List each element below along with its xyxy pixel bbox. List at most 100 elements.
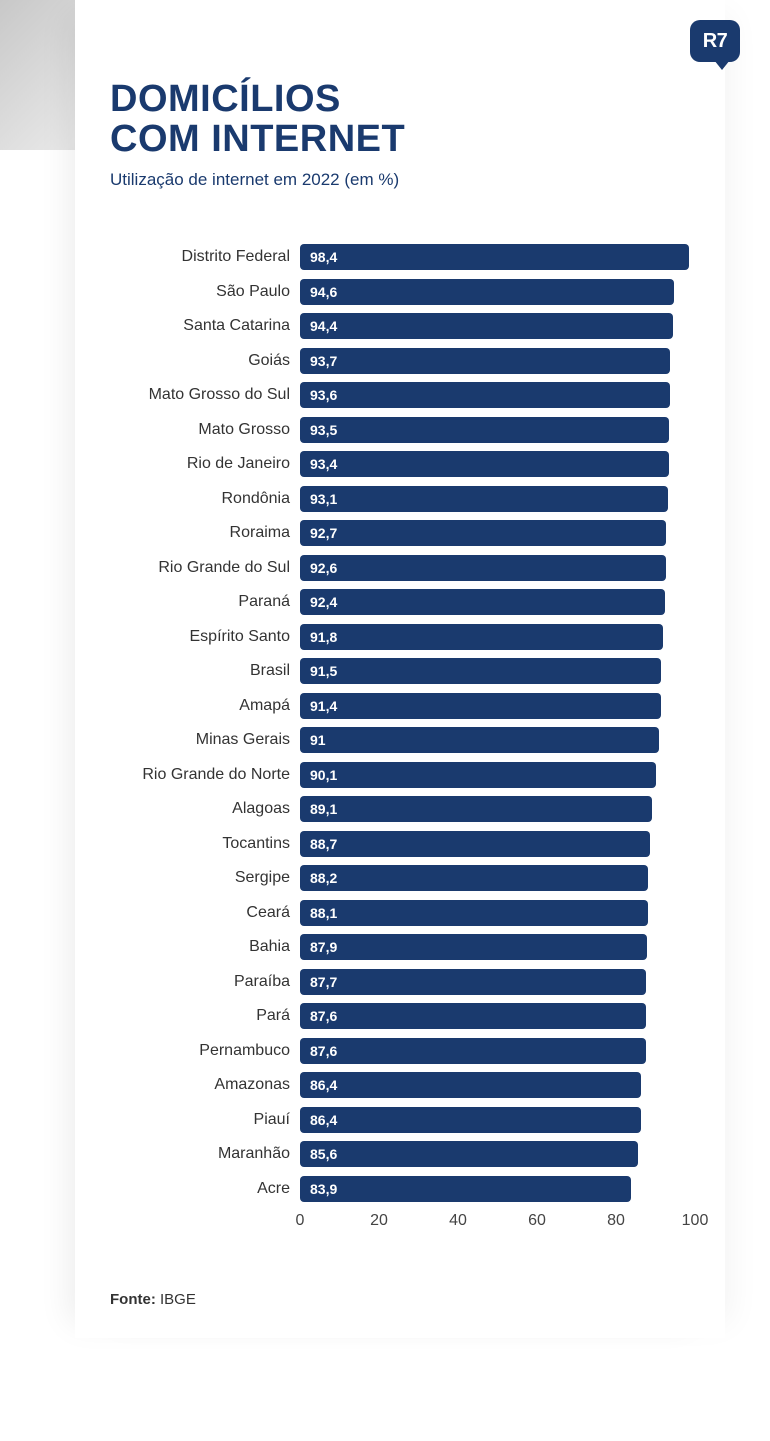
bar-area: 93,5 [300, 412, 695, 447]
row-label: Distrito Federal [95, 248, 300, 266]
chart-row: Rio de Janeiro 93,4 [95, 447, 695, 482]
bar: 86,4 [300, 1072, 641, 1098]
bar-area: 98,4 [300, 240, 695, 275]
bar-area: 87,9 [300, 930, 695, 965]
bar-area: 93,4 [300, 447, 695, 482]
chart-row: Sergipe 88,2 [95, 861, 695, 896]
chart-row: Rondônia 93,1 [95, 481, 695, 516]
bar-area: 87,6 [300, 999, 695, 1034]
chart-row: Amazonas86,4 [95, 1068, 695, 1103]
bar-value: 93,5 [310, 422, 337, 438]
bar: 98,4 [300, 244, 689, 270]
chart-row: Brasil 91,5 [95, 654, 695, 689]
x-tick: 100 [682, 1212, 709, 1230]
chart-row: Pernambuco 87,6 [95, 1033, 695, 1068]
bar: 91 [300, 727, 659, 753]
row-label: Pará [95, 1007, 300, 1025]
row-label: São Paulo [95, 283, 300, 301]
x-axis: 020406080100 [75, 1212, 725, 1236]
bar-area: 83,9 [300, 1171, 695, 1206]
bar-value: 93,1 [310, 491, 337, 507]
bar-value: 94,4 [310, 318, 337, 334]
chart-subtitle: Utilização de internet em 2022 (em %) [75, 170, 725, 190]
bar-area: 88,2 [300, 861, 695, 896]
bar-area: 93,6 [300, 378, 695, 413]
chart-row: Mato Grosso 93,5 [95, 412, 695, 447]
bar-value: 91,5 [310, 663, 337, 679]
chart-row: Paraná 92,4 [95, 585, 695, 620]
bar-area: 90,1 [300, 757, 695, 792]
x-tick: 40 [449, 1212, 467, 1230]
axis-spacer [95, 1212, 300, 1236]
bar-area: 91 [300, 723, 695, 758]
bar: 91,4 [300, 693, 661, 719]
bar-area: 91,8 [300, 619, 695, 654]
row-label: Rondônia [95, 490, 300, 508]
bar-value: 93,6 [310, 387, 337, 403]
row-label: Roraima [95, 524, 300, 542]
bar: 93,4 [300, 451, 669, 477]
bar: 92,7 [300, 520, 666, 546]
chart-row: Alagoas89,1 [95, 792, 695, 827]
row-label: Paraná [95, 593, 300, 611]
row-label: Sergipe [95, 869, 300, 887]
chart-row: Mato Grosso do Sul93,6 [95, 378, 695, 413]
bar-value: 92,4 [310, 594, 337, 610]
bar-value: 83,9 [310, 1181, 337, 1197]
source-line: Fonte: IBGE [75, 1236, 725, 1338]
row-label: Paraíba [95, 973, 300, 991]
bar-value: 89,1 [310, 801, 337, 817]
title-line-2: COM INTERNET [110, 118, 405, 160]
bar-area: 94,6 [300, 274, 695, 309]
chart-row: Espírito Santo91,8 [95, 619, 695, 654]
bar-area: 92,4 [300, 585, 695, 620]
bar-value: 90,1 [310, 767, 337, 783]
row-label: Brasil [95, 662, 300, 680]
chart-row: Pará87,6 [95, 999, 695, 1034]
chart-row: Piauí86,4 [95, 1102, 695, 1137]
bar-value: 87,6 [310, 1043, 337, 1059]
bar-value: 85,6 [310, 1146, 337, 1162]
chart-row: Goiás93,7 [95, 343, 695, 378]
row-label: Bahia [95, 938, 300, 956]
bar-value: 88,7 [310, 836, 337, 852]
chart-row: Bahia87,9 [95, 930, 695, 965]
x-tick: 20 [370, 1212, 388, 1230]
row-label: Rio Grande do Norte [95, 766, 300, 784]
bar: 86,4 [300, 1107, 641, 1133]
bar-value: 98,4 [310, 249, 337, 265]
chart-row: Amapá 91,4 [95, 688, 695, 723]
row-label: Goiás [95, 352, 300, 370]
bar-value: 88,2 [310, 870, 337, 886]
chart-row: Acre 83,9 [95, 1171, 695, 1206]
row-label: Rio de Janeiro [95, 455, 300, 473]
bar-value: 93,4 [310, 456, 337, 472]
row-label: Minas Gerais [95, 731, 300, 749]
bar: 90,1 [300, 762, 656, 788]
bar-value: 92,6 [310, 560, 337, 576]
bar: 87,6 [300, 1038, 646, 1064]
source-label: Fonte: [110, 1291, 156, 1308]
bar: 93,5 [300, 417, 669, 443]
bar-value: 94,6 [310, 284, 337, 300]
bar-value: 86,4 [310, 1077, 337, 1093]
bar: 94,6 [300, 279, 674, 305]
bar-area: 91,5 [300, 654, 695, 689]
bar-area: 92,7 [300, 516, 695, 551]
bar-chart: Distrito Federal 98,4 São Paulo 94,6 Santa C… [75, 240, 725, 1206]
row-label: Amapá [95, 697, 300, 715]
row-label: Acre [95, 1180, 300, 1198]
row-label: Ceará [95, 904, 300, 922]
row-label: Santa Catarina [95, 317, 300, 335]
chart-row: Minas Gerais91 [95, 723, 695, 758]
row-label: Espírito Santo [95, 628, 300, 646]
x-tick: 60 [528, 1212, 546, 1230]
row-label: Pernambuco [95, 1042, 300, 1060]
chart-title: DOMICÍLIOS COM INTERNET [75, 80, 725, 160]
bar-area: 88,7 [300, 826, 695, 861]
bar: 88,7 [300, 831, 650, 857]
chart-row: Paraíba87,7 [95, 964, 695, 999]
row-label: Mato Grosso [95, 421, 300, 439]
bar-value: 91,4 [310, 698, 337, 714]
bar: 88,2 [300, 865, 648, 891]
